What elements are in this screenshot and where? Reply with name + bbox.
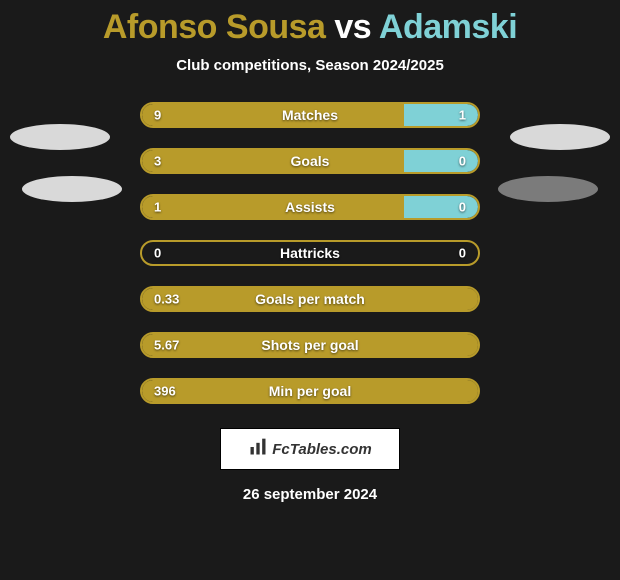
stat-label: Min per goal <box>142 383 478 399</box>
stat-label: Shots per goal <box>142 337 478 353</box>
stat-label: Goals per match <box>142 291 478 307</box>
player2-name: Adamski <box>379 8 517 46</box>
vs-label: vs <box>334 8 371 46</box>
team-badge-left <box>22 176 122 202</box>
watermark-box: FcTables.com <box>220 428 400 470</box>
team-badge-right <box>498 176 598 202</box>
comparison-title: Afonso Sousa vs Adamski <box>0 0 620 47</box>
player1-name: Afonso Sousa <box>103 8 326 46</box>
stat-row: 30Goals <box>140 148 480 174</box>
comparison-bars: 91Matches 30Goals 10Assists 00Hattricks 0.33… <box>0 102 620 404</box>
team-badge-right <box>510 124 610 150</box>
date-label: 26 september 2024 <box>0 486 620 503</box>
stat-row: 5.67Shots per goal <box>140 332 480 358</box>
stat-label: Goals <box>142 153 478 169</box>
stat-row: 0.33Goals per match <box>140 286 480 312</box>
subtitle: Club competitions, Season 2024/2025 <box>0 57 620 74</box>
team-badge-left <box>10 124 110 150</box>
stat-row: 91Matches <box>140 102 480 128</box>
watermark-text: FcTables.com <box>272 441 371 458</box>
stat-label: Matches <box>142 107 478 123</box>
stat-row: 00Hattricks <box>140 240 480 266</box>
stat-label: Assists <box>142 199 478 215</box>
bar-chart-icon <box>248 437 268 462</box>
stat-row: 10Assists <box>140 194 480 220</box>
stat-row: 396Min per goal <box>140 378 480 404</box>
stat-label: Hattricks <box>142 245 478 261</box>
